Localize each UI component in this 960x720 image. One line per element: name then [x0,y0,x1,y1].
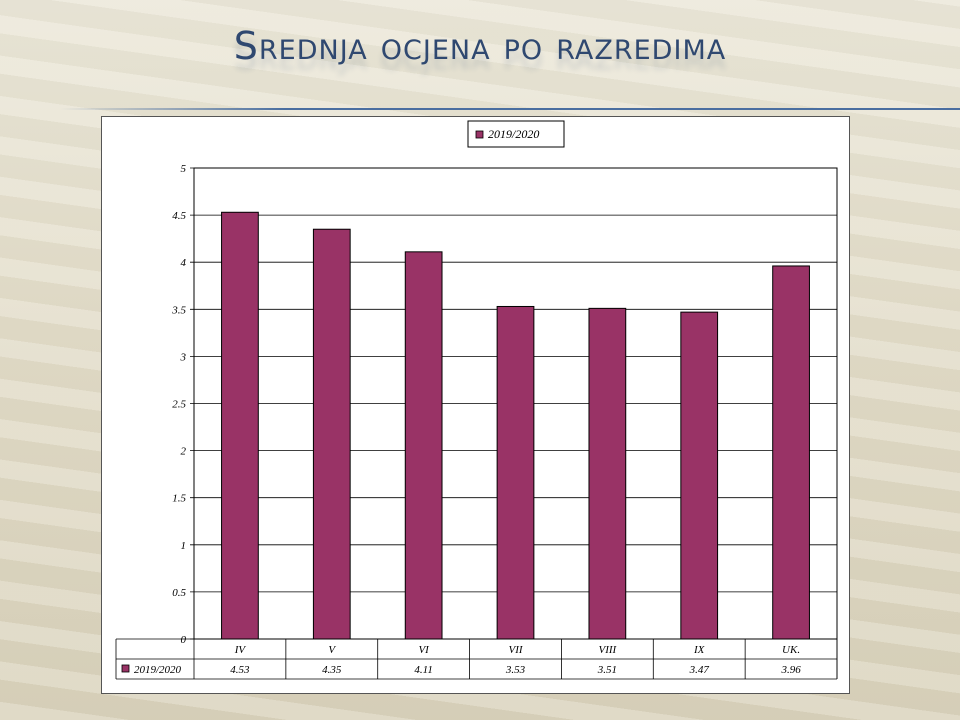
category-label: VI [418,644,430,656]
y-tick-label: 3.5 [171,304,186,316]
bar-ix [680,311,719,640]
legend-swatch [475,130,484,139]
data-value-label: 3.53 [505,664,526,676]
y-tick-label: 5 [181,163,187,175]
bar-chart: 0 0.5 1 1.5 2 2.5 3 3.5 4 4.5 5 IV V VI VII VIII IX UK. 20… [115,120,838,680]
legend-label: 2019/2020 [488,127,539,141]
bar-uk [772,265,810,640]
bar-vii [496,305,535,640]
y-tick-label: 4 [181,257,187,269]
y-tick-label: 1.5 [172,493,186,505]
y-tick-label: 4.5 [172,210,186,222]
legend-box [467,120,565,148]
bar-vi [404,251,443,640]
category-label: VIII [598,644,617,656]
y-tick-label: 2.5 [172,399,186,411]
y-tick-label: 3 [180,351,187,363]
y-tick-label: 2 [181,446,187,458]
category-label: VII [508,644,523,656]
y-tick-label: 1 [181,540,187,552]
title-underline [60,108,960,110]
category-label: V [328,644,336,656]
data-value-label: 3.51 [597,664,617,676]
category-label: UK. [782,644,800,656]
y-tick-label: 0 [181,634,187,646]
data-value-label: 4.53 [230,664,250,676]
table-series-swatch [121,664,130,673]
category-label: IV [234,644,247,656]
chart-frame: 0 0.5 1 1.5 2 2.5 3 3.5 4 4.5 5 IV V VI VII VIII IX UK. 20… [101,116,850,694]
bar-viii [588,307,627,640]
data-value-label: 3.96 [780,664,801,676]
bar-v [312,228,351,640]
y-tick-label: 0.5 [172,587,186,599]
data-value-label: 3.47 [689,664,710,676]
bar-iv [221,211,259,640]
category-label: IX [693,644,706,656]
data-value-label: 4.35 [322,664,342,676]
slide-title: Srednja ocjena po razredima [233,24,727,68]
table-series-label: 2019/2020 [134,664,182,676]
data-value-label: 4.11 [414,664,432,676]
